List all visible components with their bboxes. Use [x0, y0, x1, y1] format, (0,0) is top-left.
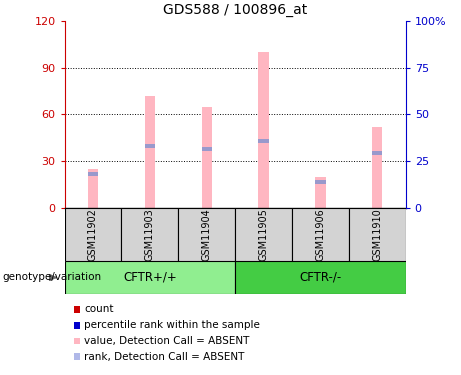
- Bar: [235, 261, 406, 294]
- Bar: [88, 172, 98, 176]
- Bar: [74, 338, 80, 344]
- Bar: [65, 261, 235, 294]
- Bar: [88, 169, 98, 208]
- Bar: [145, 96, 155, 208]
- Bar: [145, 144, 155, 148]
- Bar: [372, 127, 382, 208]
- Bar: [349, 208, 406, 261]
- Bar: [315, 180, 325, 183]
- Bar: [292, 208, 349, 261]
- Bar: [235, 208, 292, 261]
- Bar: [74, 322, 80, 328]
- Text: GSM11910: GSM11910: [372, 208, 382, 261]
- Bar: [372, 152, 382, 155]
- Text: CFTR+/+: CFTR+/+: [123, 271, 177, 284]
- Title: GDS588 / 100896_at: GDS588 / 100896_at: [163, 3, 307, 17]
- Bar: [65, 208, 121, 261]
- Text: GSM11906: GSM11906: [315, 208, 325, 261]
- Text: value, Detection Call = ABSENT: value, Detection Call = ABSENT: [84, 336, 249, 346]
- Text: CFTR-/-: CFTR-/-: [299, 271, 342, 284]
- Bar: [201, 147, 212, 151]
- Bar: [74, 306, 80, 313]
- Text: GSM11902: GSM11902: [88, 208, 98, 261]
- Bar: [315, 177, 325, 208]
- Text: genotype/variation: genotype/variation: [2, 273, 101, 282]
- Text: GSM11903: GSM11903: [145, 208, 155, 261]
- Bar: [259, 52, 269, 208]
- Bar: [121, 208, 178, 261]
- Bar: [74, 353, 80, 360]
- Text: GSM11905: GSM11905: [259, 208, 269, 261]
- Text: count: count: [84, 304, 114, 314]
- Bar: [178, 208, 235, 261]
- Text: GSM11904: GSM11904: [201, 208, 212, 261]
- Text: rank, Detection Call = ABSENT: rank, Detection Call = ABSENT: [84, 352, 244, 362]
- Bar: [259, 139, 269, 143]
- Bar: [201, 106, 212, 208]
- Text: percentile rank within the sample: percentile rank within the sample: [84, 320, 260, 330]
